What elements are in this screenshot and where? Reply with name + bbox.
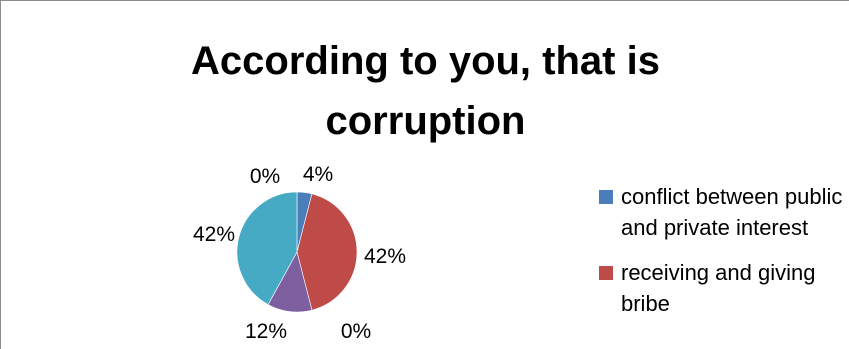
pie-label-fortytwo-b: 42% [193,223,235,246]
chart-title-line-1: According to you, that is [191,39,660,83]
legend-swatch-conflict [599,190,613,204]
pie-label-zero-b: 0% [250,165,280,188]
pie-slices [236,191,358,313]
legend-item-conflict: conflict between public and private inte… [599,181,849,243]
legend-item-bribe: receiving and giving bribe [599,257,849,319]
legend-swatch-bribe [599,266,613,280]
chart-title: According to you, that is corruption [1,31,849,151]
legend-label-bribe: receiving and giving bribe [621,260,816,316]
pie-labels: 4% 42% 0% 12% 42% 0% [193,163,406,343]
legend-label-conflict: conflict between public and private inte… [621,184,843,240]
pie-label-bribe: 42% [364,245,406,268]
chart-title-line-2: corruption [325,99,526,143]
pie-slice-fortytwo-b [236,191,298,305]
pie-slice-bribe [296,193,358,311]
legend: conflict between public and private inte… [599,181,849,333]
pie-label-twelve: 12% [245,320,287,343]
pie-label-zero-a: 0% [341,320,371,343]
pie-label-conflict: 4% [303,163,333,186]
